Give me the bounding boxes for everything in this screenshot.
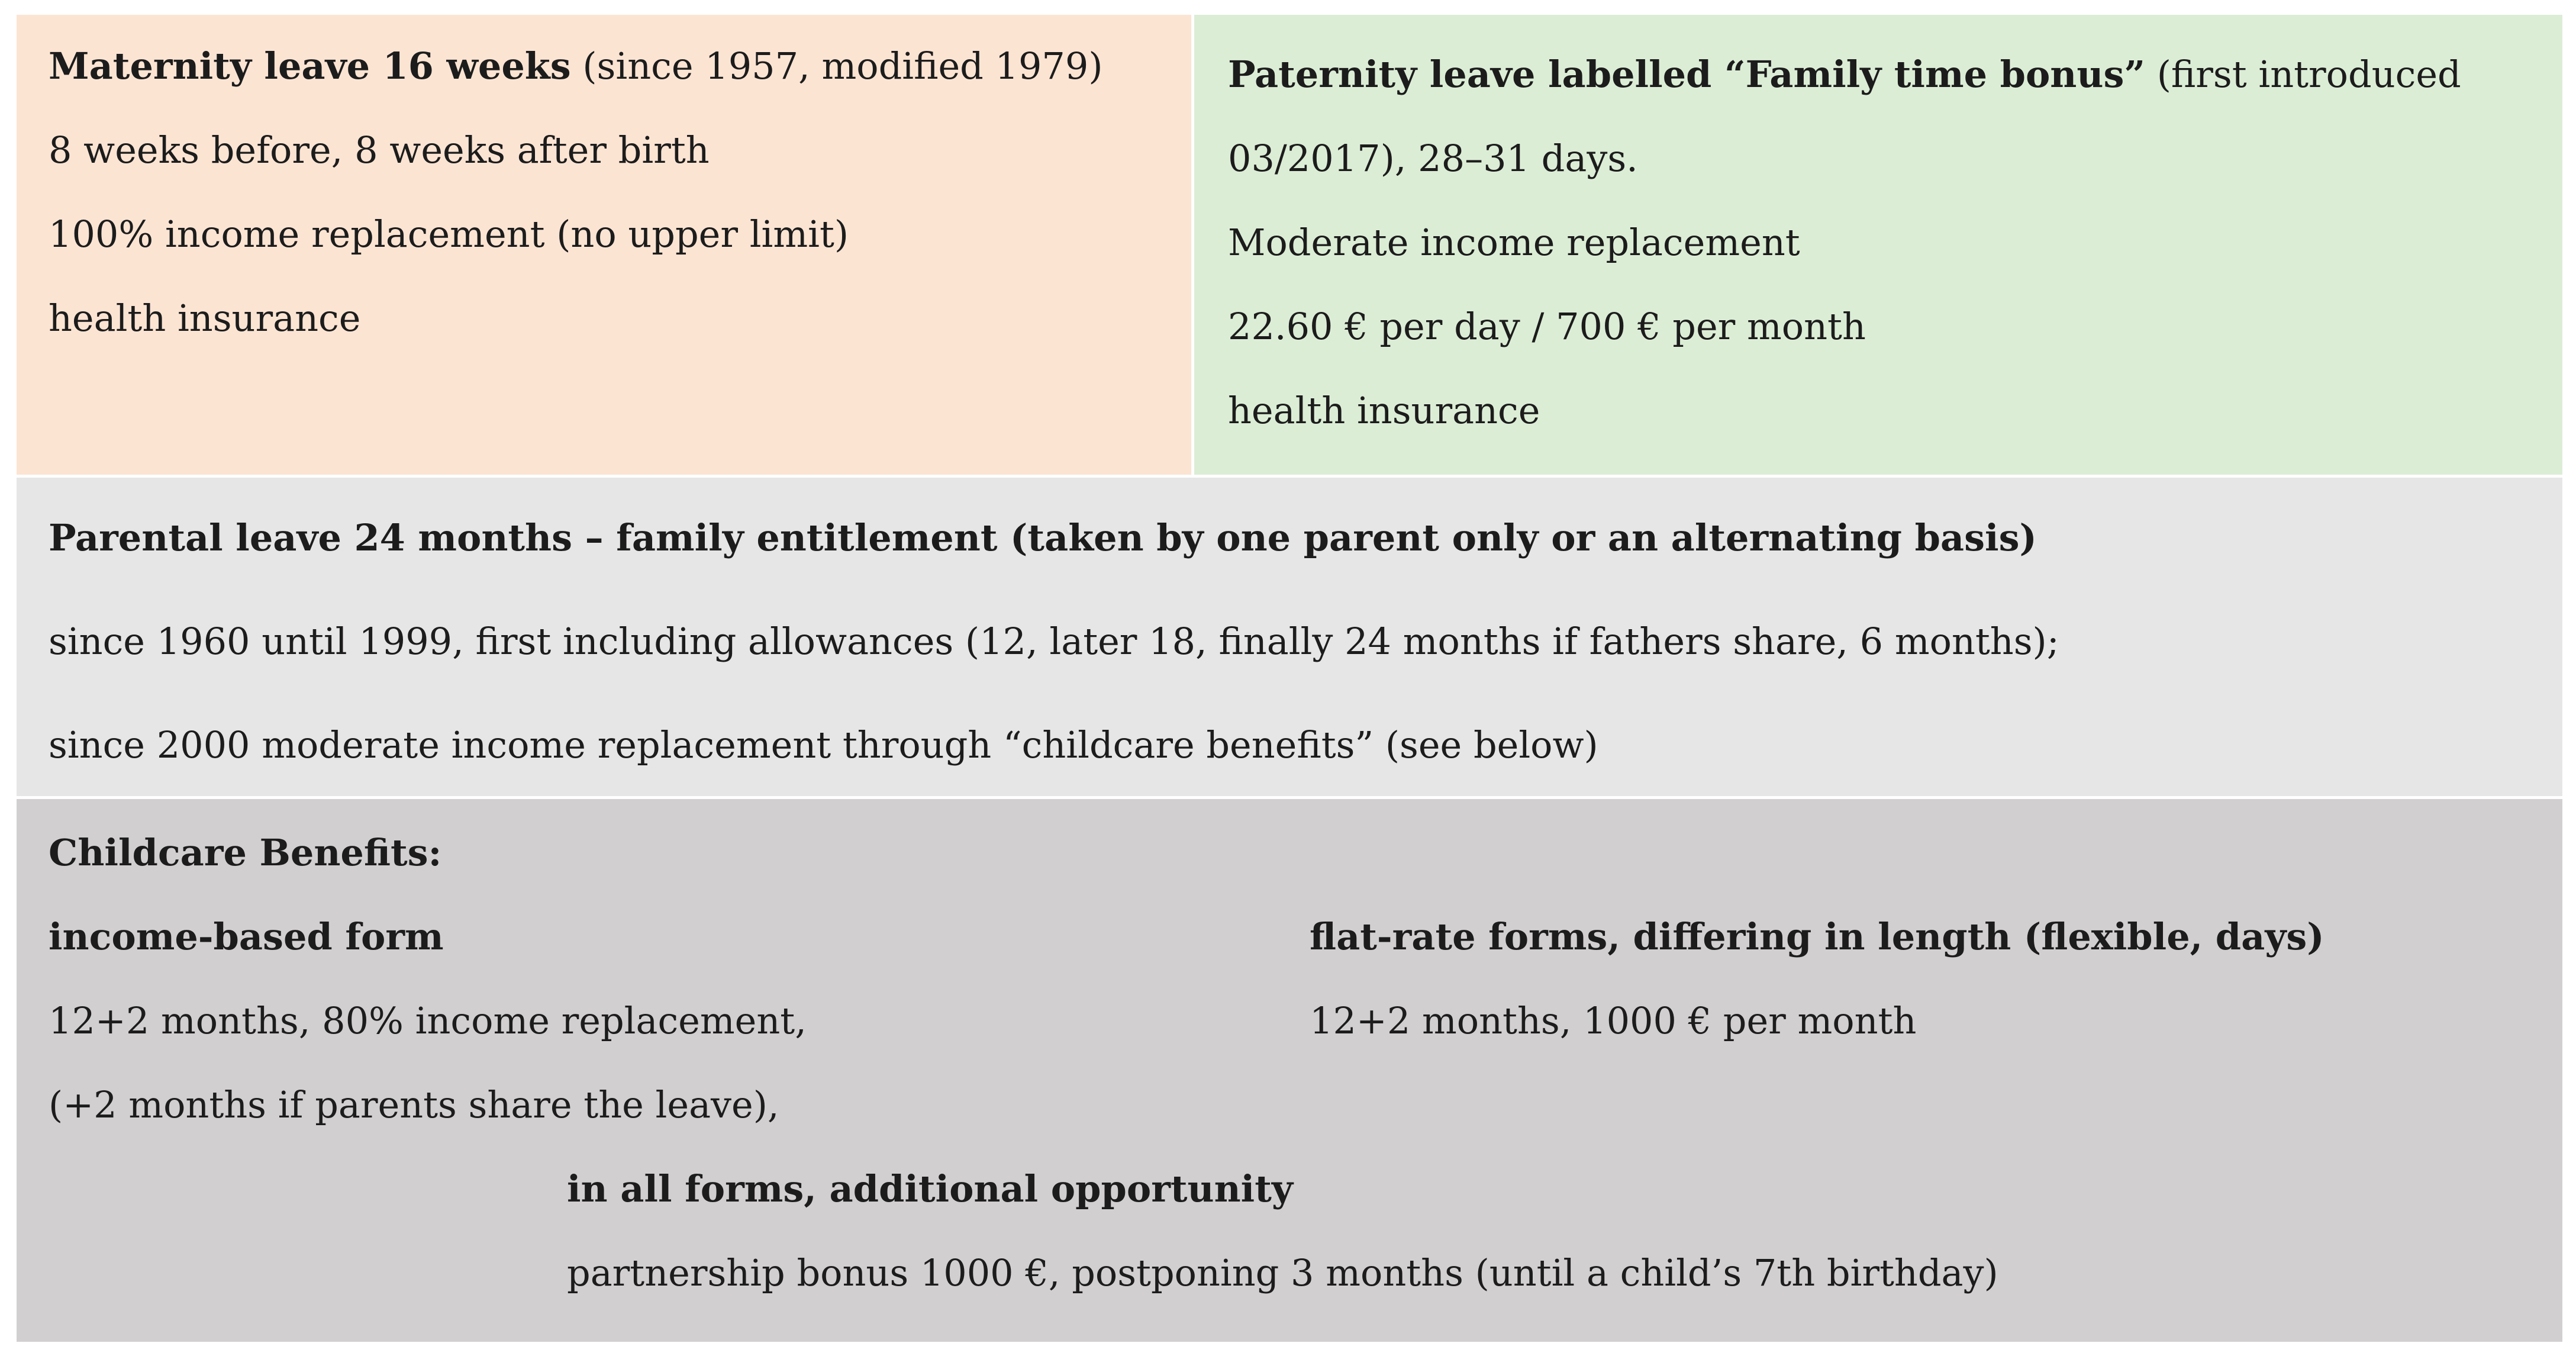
paternity-insurance-line: health insurance	[1228, 389, 1540, 432]
childcare-heading-bold: Childcare Benefits:	[49, 831, 442, 874]
parental-title-line: Parental leave 24 months – family entitl…	[49, 486, 2546, 590]
maternity-duration-line: 8 weeks before, 8 weeks after birth	[49, 128, 710, 172]
flat-rate-forms-label: flat-rate forms, differing in length (fl…	[1310, 915, 2324, 958]
maternity-title-rest: (since 1957, modified 1979)	[570, 44, 1103, 88]
maternity-title-bold: Maternity leave 16 weeks	[49, 44, 571, 88]
childcare-benefits-cell: Childcare Benefits: income-based form fla…	[17, 799, 2562, 1342]
partnership-bonus-line: partnership bonus 1000 €, postponing 3 m…	[567, 1251, 1998, 1294]
flat-rate-detail: 12+2 months, 1000 € per month	[1310, 999, 1917, 1042]
childcare-forms-detail-line: 12+2 months, 80% income replacement, 12+2…	[49, 979, 2546, 1063]
income-based-form-label: income-based form	[49, 915, 444, 958]
paternity-title-rest: (first introduced	[2145, 53, 2461, 96]
paternity-title-bold: Paternity leave labelled “Family time bo…	[1228, 53, 2146, 96]
parental-title-bold: Parental leave 24 months – family entitl…	[49, 516, 2037, 559]
paternity-title-line: Paternity leave labelled “Family time bo…	[1228, 33, 2546, 117]
maternity-replacement-line: 100% income replacement (no upper limit)	[49, 212, 849, 256]
maternity-title-line: Maternity leave 16 weeks (since 1957, mo…	[49, 24, 1175, 108]
parental-leave-cell: Parental leave 24 months – family entitl…	[17, 478, 2562, 796]
parental-history-line: since 1960 until 1999, first including a…	[49, 620, 2059, 663]
paternity-amount-line: 22.60 € per day / 700 € per month	[1228, 305, 1866, 348]
all-forms-label: in all forms, additional opportunity	[567, 1167, 1293, 1210]
paternity-replacement-line: Moderate income replacement	[1228, 221, 1800, 264]
income-based-detail: 12+2 months, 80% income replacement,	[49, 999, 807, 1042]
leave-policy-table: Maternity leave 16 weeks (since 1957, mo…	[17, 15, 2562, 1342]
paternity-leave-cell: Paternity leave labelled “Family time bo…	[1194, 15, 2562, 475]
maternity-leave-cell: Maternity leave 16 weeks (since 1957, mo…	[17, 15, 1191, 475]
income-based-sharing-line: (+2 months if parents share the leave),	[49, 1083, 779, 1126]
paternity-title-wrap-line: 03/2017), 28–31 days.	[1228, 137, 1638, 180]
top-row: Maternity leave 16 weeks (since 1957, mo…	[17, 15, 2562, 475]
childcare-heading-line: Childcare Benefits:	[49, 811, 2546, 895]
parental-replacement-line: since 2000 moderate income replacement t…	[49, 723, 1598, 766]
maternity-insurance-line: health insurance	[49, 297, 361, 340]
all-forms-header-line: in all forms, additional opportunity	[49, 1147, 2546, 1231]
childcare-forms-header-line: income-based form flat-rate forms, differ…	[49, 895, 2546, 979]
